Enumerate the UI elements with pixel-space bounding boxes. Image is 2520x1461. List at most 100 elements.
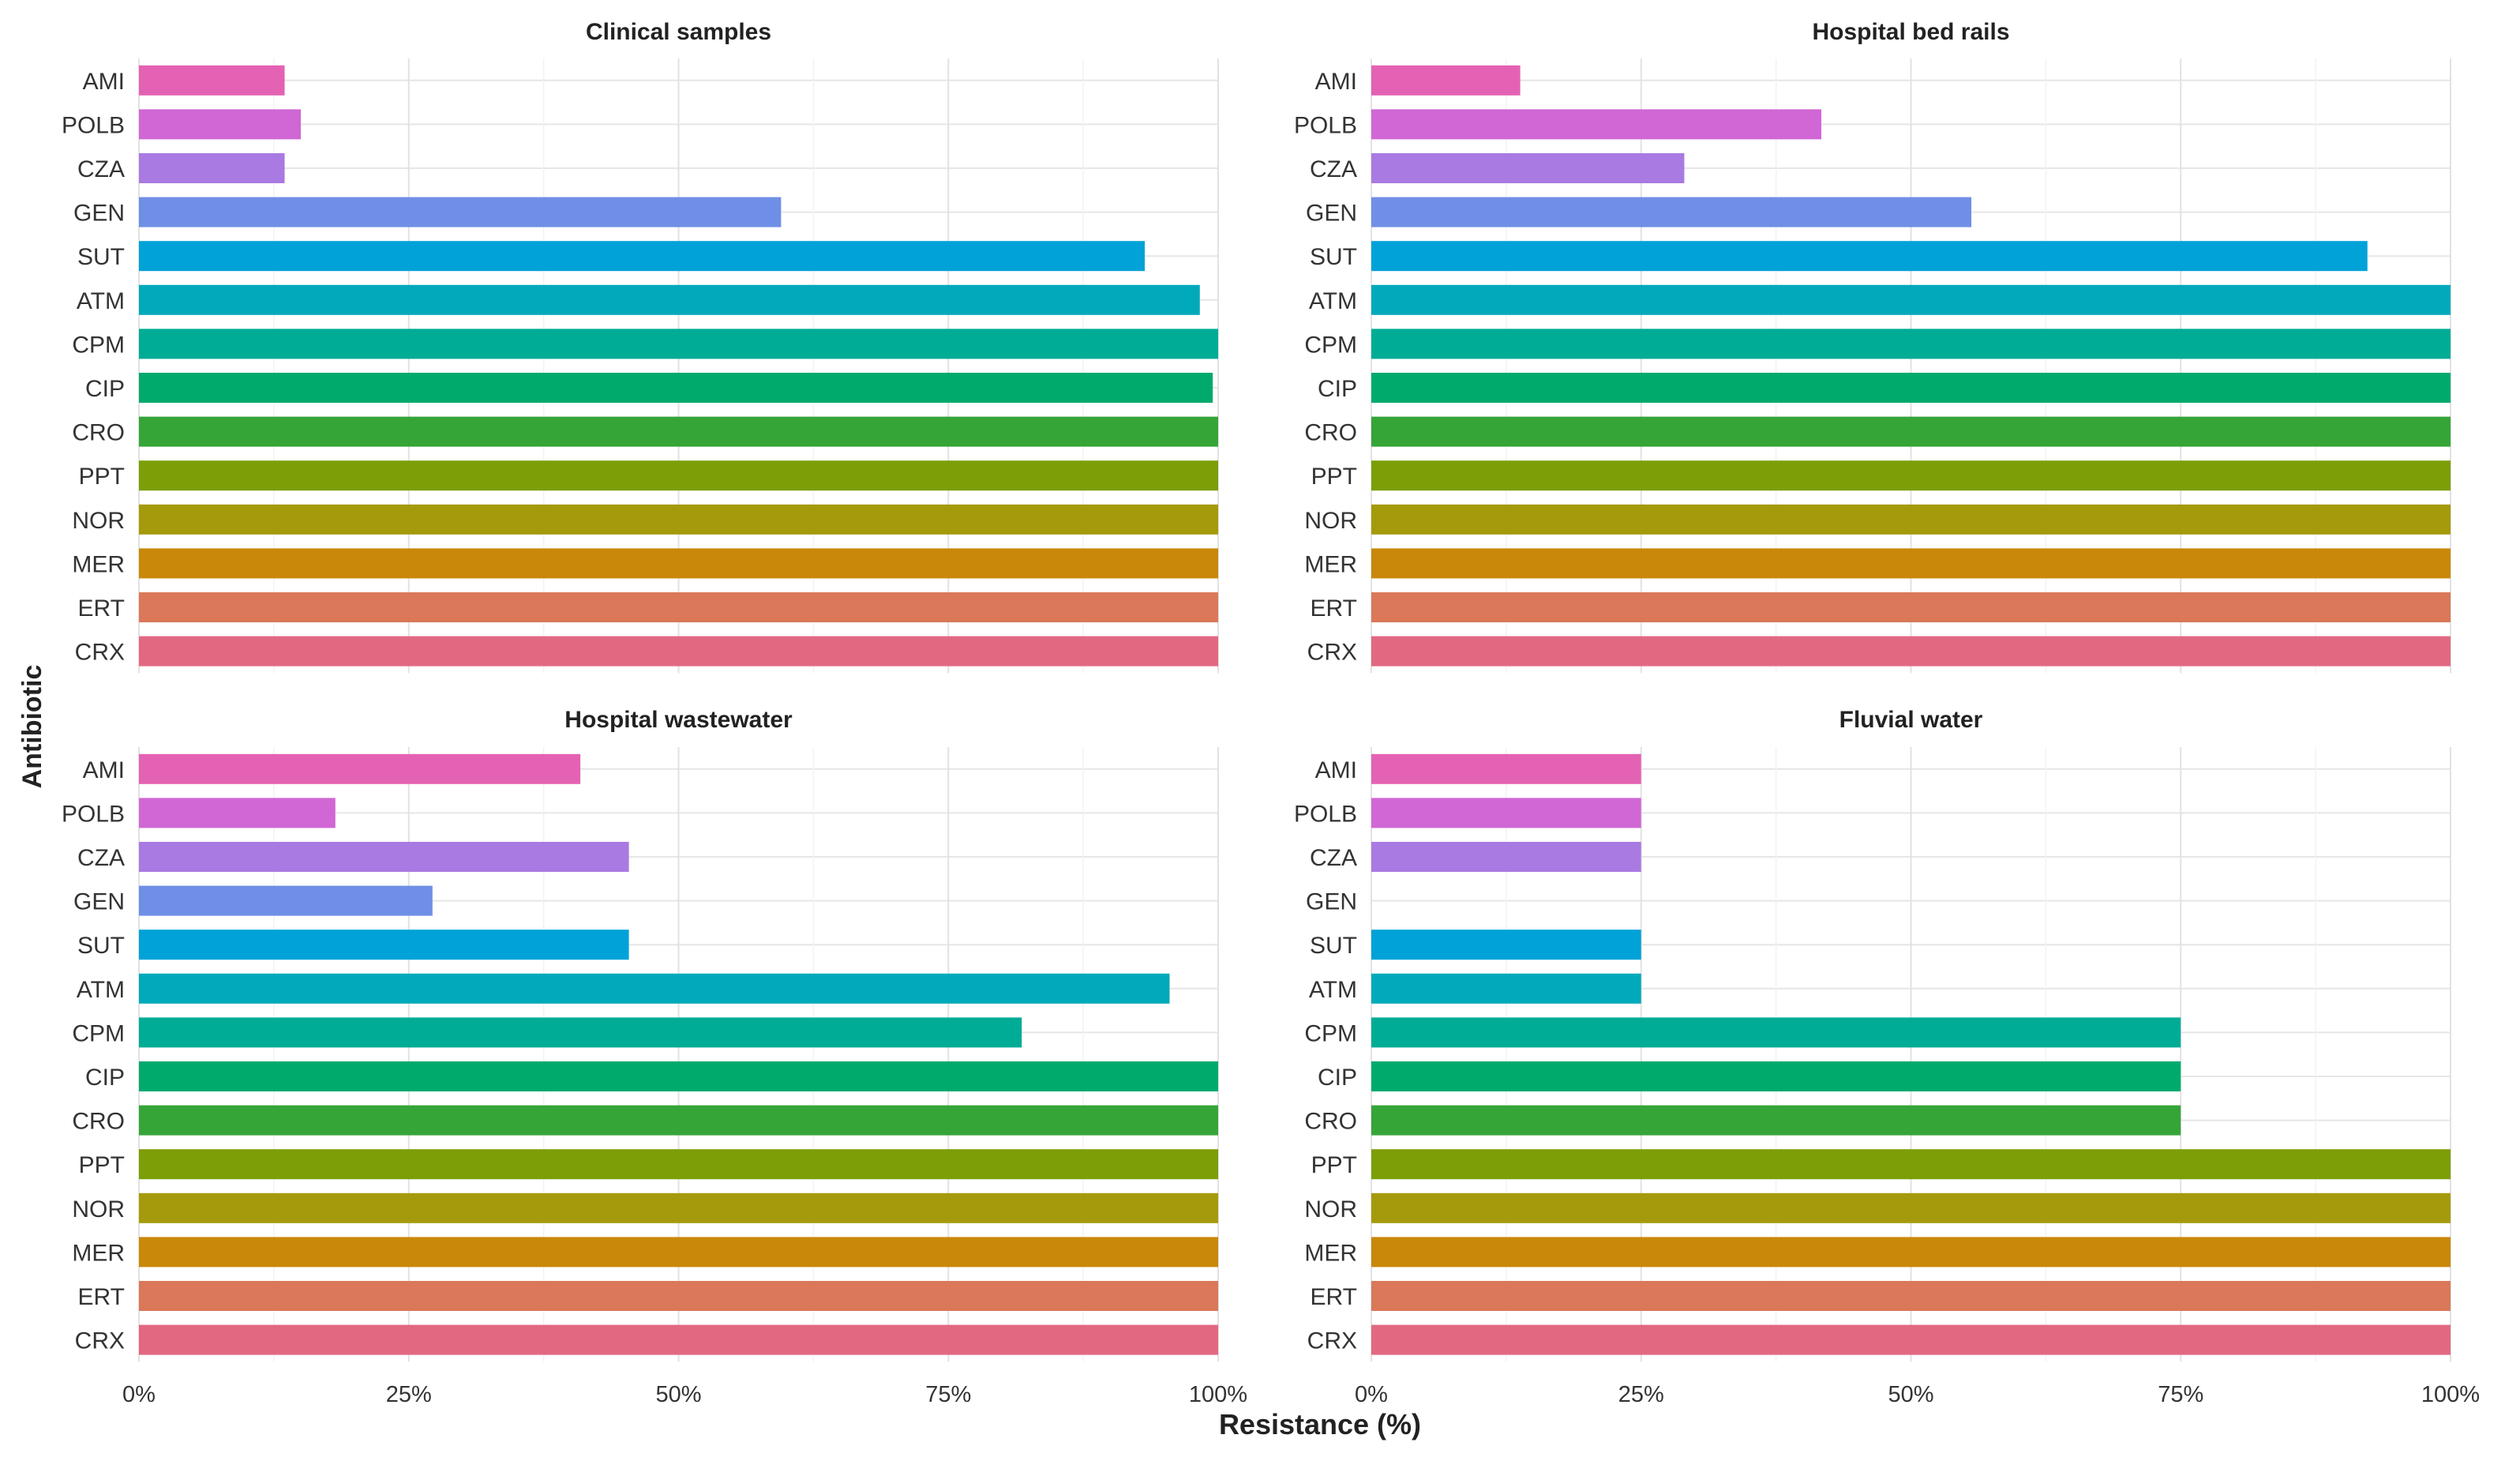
chart-panel: Hospital bed rails AMI POLB CZA GEN SUT ATM CPM… bbox=[1294, 19, 2451, 674]
bar-crx bbox=[1371, 636, 2451, 667]
bar-ami bbox=[1371, 65, 1521, 96]
bar-nor bbox=[1371, 504, 2451, 535]
category-label: CIP bbox=[1318, 376, 1357, 402]
bar-cpm bbox=[139, 1017, 1022, 1048]
bar-crx bbox=[1371, 1324, 2451, 1355]
bar-ppt bbox=[139, 460, 1218, 491]
category-label: CRO bbox=[72, 1109, 125, 1135]
category-label: GEN bbox=[73, 201, 125, 227]
y-axis-title: Antibiotic bbox=[17, 665, 47, 789]
category-label: PPT bbox=[1311, 1152, 1357, 1178]
x-tick-label: 50% bbox=[1888, 1382, 1933, 1407]
x-tick-label: 25% bbox=[1618, 1382, 1664, 1407]
x-tick-label: 75% bbox=[2158, 1382, 2203, 1407]
category-label: SUT bbox=[1310, 244, 1357, 270]
category-label: CZA bbox=[1310, 156, 1357, 182]
bar-nor bbox=[1371, 1192, 2451, 1223]
chart-panels: Clinical samples AMI POLB CZA GEN SUT ATM CPM CI… bbox=[62, 19, 2480, 1407]
category-label: SUT bbox=[77, 244, 125, 270]
category-label: MER bbox=[1304, 1240, 1357, 1266]
bar-mer bbox=[139, 1237, 1218, 1268]
bar-nor bbox=[139, 1192, 1218, 1223]
bar-ami bbox=[139, 753, 581, 784]
bar-atm bbox=[139, 284, 1200, 315]
chart-panel: Fluvial water AMI POLB CZA GEN SUT ATM CPM CIP CR… bbox=[1294, 707, 2480, 1407]
category-label: CRX bbox=[75, 1328, 125, 1354]
category-label: CZA bbox=[77, 845, 125, 871]
bar-cpm bbox=[1371, 329, 2451, 359]
bar-polb bbox=[139, 109, 302, 140]
x-tick-label: 0% bbox=[122, 1382, 156, 1407]
category-label: ERT bbox=[78, 1284, 125, 1310]
category-label: POLB bbox=[62, 112, 125, 138]
category-label: POLB bbox=[1294, 112, 1357, 138]
bar-atm bbox=[1371, 284, 2451, 315]
x-tick-label: 100% bbox=[2421, 1382, 2480, 1407]
bar-ert bbox=[139, 1281, 1218, 1311]
category-label: GEN bbox=[73, 889, 125, 915]
bar-cip bbox=[139, 1061, 1218, 1091]
x-tick-label: 75% bbox=[925, 1382, 971, 1407]
bar-nor bbox=[139, 504, 1218, 535]
bar-polb bbox=[1371, 109, 1822, 140]
category-label: AMI bbox=[1315, 69, 1357, 95]
bar-ert bbox=[139, 592, 1218, 622]
bar-ami bbox=[1371, 753, 1641, 784]
category-label: NOR bbox=[1304, 508, 1357, 534]
category-label: ERT bbox=[78, 595, 125, 622]
category-label: ATM bbox=[77, 977, 125, 1003]
x-tick-label: 0% bbox=[1355, 1382, 1388, 1407]
bar-cro bbox=[139, 416, 1218, 447]
bar-cza bbox=[1371, 842, 1641, 872]
category-label: CRX bbox=[1307, 1328, 1357, 1354]
category-label: CIP bbox=[85, 1065, 125, 1091]
category-label: CIP bbox=[1318, 1065, 1357, 1091]
bar-polb bbox=[1371, 798, 1641, 828]
bar-gen bbox=[1371, 197, 1972, 227]
bar-ppt bbox=[1371, 1149, 2451, 1180]
category-label: CZA bbox=[1310, 845, 1357, 871]
bar-mer bbox=[1371, 1237, 2451, 1268]
bar-cza bbox=[1371, 153, 1685, 183]
bar-mer bbox=[1371, 548, 2451, 579]
category-label: CRX bbox=[75, 640, 125, 666]
bar-ami bbox=[139, 65, 285, 96]
bar-mer bbox=[139, 548, 1218, 579]
category-label: CPM bbox=[1304, 332, 1357, 358]
category-label: AMI bbox=[83, 69, 125, 95]
bar-ppt bbox=[1371, 460, 2451, 491]
bar-cpm bbox=[1371, 1017, 2181, 1048]
x-tick-label: 100% bbox=[1189, 1382, 1247, 1407]
chart-panel: Hospital wastewater AMI POLB CZA GEN SUT ATM CP… bbox=[62, 707, 1247, 1407]
panel-title: Hospital bed rails bbox=[1812, 19, 2009, 45]
panel-title: Hospital wastewater bbox=[564, 707, 793, 733]
category-label: CRO bbox=[1304, 1109, 1357, 1135]
bar-cip bbox=[139, 373, 1213, 403]
bar-ert bbox=[1371, 1281, 2451, 1311]
bar-polb bbox=[139, 798, 336, 828]
category-label: NOR bbox=[1304, 1196, 1357, 1223]
category-label: AMI bbox=[1315, 757, 1357, 783]
bar-cip bbox=[1371, 1061, 2181, 1091]
category-label: CRO bbox=[1304, 420, 1357, 446]
category-label: NOR bbox=[72, 508, 125, 534]
bar-sut bbox=[139, 930, 629, 960]
category-label: GEN bbox=[1306, 201, 1357, 227]
x-axis-title: Resistance (%) bbox=[1219, 1408, 1421, 1440]
x-tick-label: 25% bbox=[386, 1382, 432, 1407]
category-label: PPT bbox=[79, 1152, 125, 1178]
bar-sut bbox=[1371, 241, 2368, 272]
category-label: GEN bbox=[1306, 889, 1357, 915]
category-label: CZA bbox=[77, 156, 125, 182]
bar-sut bbox=[139, 241, 1146, 272]
category-label: AMI bbox=[83, 757, 125, 783]
bar-ert bbox=[1371, 592, 2451, 622]
category-label: CPM bbox=[72, 1020, 125, 1046]
category-label: PPT bbox=[1311, 464, 1357, 490]
category-label: MER bbox=[72, 551, 125, 577]
bar-atm bbox=[1371, 973, 1641, 1004]
chart-panel: Clinical samples AMI POLB CZA GEN SUT ATM CPM CI… bbox=[62, 19, 1219, 674]
bar-cro bbox=[1371, 1105, 2181, 1136]
bar-cro bbox=[139, 1105, 1218, 1136]
